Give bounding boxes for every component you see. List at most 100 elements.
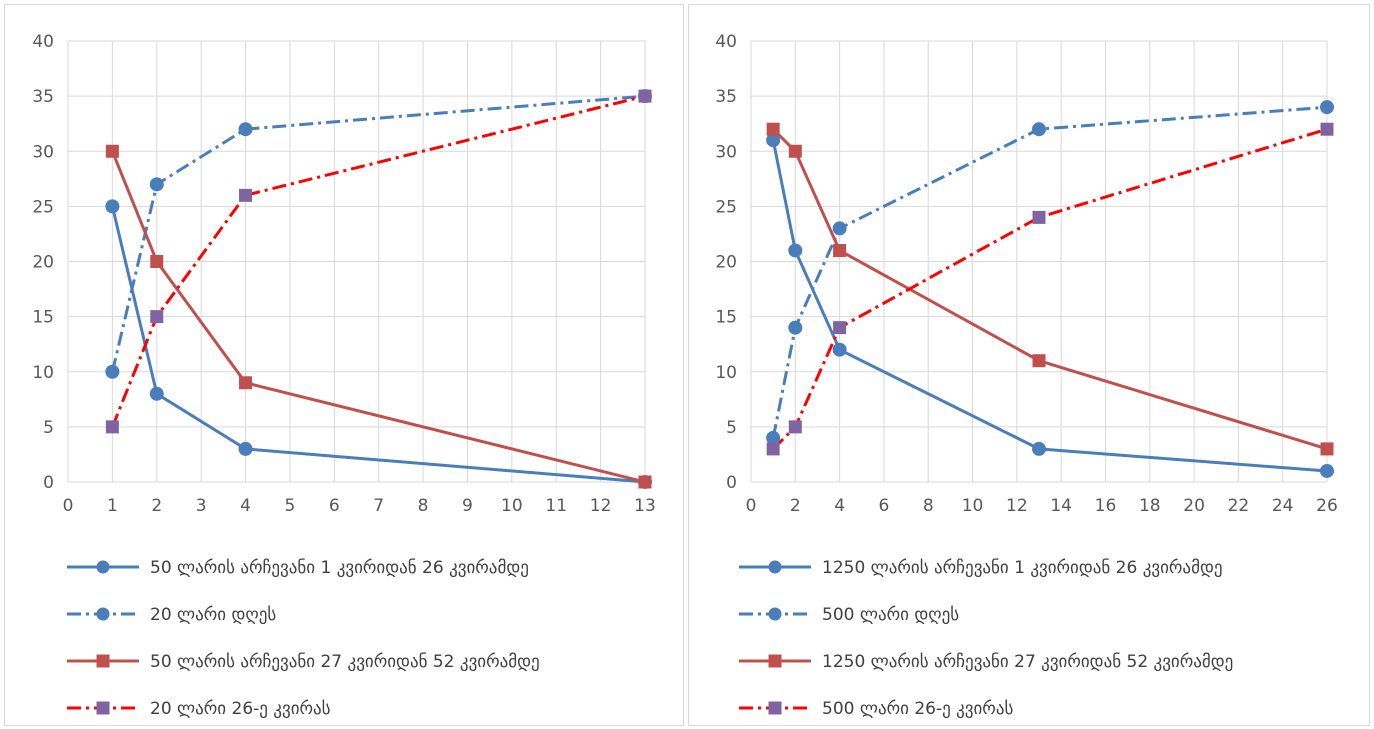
x-tick-label: 6: [329, 496, 340, 516]
y-tick-label: 5: [726, 418, 737, 438]
x-tick-label: 0: [746, 496, 757, 516]
legend-label-2: 500 ლარი დღეს: [822, 605, 959, 625]
series-line-3: [111, 150, 646, 484]
data-point-series-4: [1032, 210, 1046, 224]
x-tick-label: 10: [501, 496, 523, 516]
data-point-series-2: [149, 177, 164, 192]
x-tick-label: 8: [418, 496, 429, 516]
data-point-series-2: [238, 122, 253, 137]
data-point-series-3: [788, 144, 802, 158]
legend-marker-3: [96, 654, 110, 668]
data-point-series-4: [239, 188, 253, 202]
legend-label-4: 500 ლარი 26-ე კვირას: [822, 699, 1013, 719]
data-point-series-4: [150, 310, 164, 324]
data-point-series-1: [832, 342, 847, 357]
y-tick-label: 0: [43, 473, 54, 493]
legend-marker-1: [96, 560, 110, 574]
legend-label-1: 50 ლარის არჩევანი 1 კვირიდან 26 კვირამდე: [150, 558, 529, 578]
data-point-series-2: [788, 320, 803, 335]
series-line-2: [771, 105, 1328, 439]
data-point-series-3: [638, 475, 652, 489]
x-tick-label: 11: [545, 496, 567, 516]
y-tick-label: 25: [32, 197, 54, 217]
data-point-series-3: [766, 122, 780, 136]
x-tick-label: 26: [1316, 496, 1338, 516]
y-tick-label: 30: [715, 142, 737, 162]
y-tick-label: 20: [32, 253, 54, 273]
x-tick-label: 2: [151, 496, 162, 516]
data-point-series-3: [833, 243, 847, 257]
y-tick-label: 15: [715, 308, 737, 328]
data-point-series-4: [1320, 122, 1334, 136]
series-line-4: [111, 94, 646, 428]
legend-marker-2: [768, 607, 782, 621]
legend-label-3: 50 ლარის არჩევანი 27 კვირიდან 52 კვირამდ…: [150, 652, 540, 672]
data-point-series-1: [1320, 463, 1334, 478]
x-tick-label: 1: [107, 496, 118, 516]
x-tick-label: 13: [634, 496, 656, 516]
legend-marker-1: [768, 560, 782, 574]
x-tick-label: 4: [240, 496, 251, 516]
data-point-series-4: [833, 321, 847, 335]
data-point-series-2: [832, 221, 847, 236]
series-line-1: [110, 206, 646, 484]
y-tick-label: 35: [715, 87, 737, 107]
x-tick-label: 12: [1006, 496, 1028, 516]
x-tick-label: 18: [1139, 496, 1161, 516]
x-tick-label: 22: [1228, 496, 1250, 516]
data-point-series-1: [238, 441, 253, 456]
series-line-1: [771, 139, 1328, 473]
data-point-series-2: [1320, 100, 1334, 115]
series-line-4: [772, 127, 1328, 450]
data-point-series-2: [1032, 122, 1046, 137]
legend-marker-4: [768, 701, 782, 715]
data-point-series-4: [788, 420, 802, 434]
data-point-series-1: [788, 243, 803, 258]
legend-label-1: 1250 ლარის არჩევანი 1 კვირიდან 26 კვირამ…: [822, 558, 1223, 578]
x-tick-label: 14: [1050, 496, 1072, 516]
data-point-series-4: [638, 89, 652, 103]
x-tick-label: 20: [1183, 496, 1205, 516]
data-point-series-3: [150, 255, 164, 268]
y-tick-label: 20: [715, 253, 737, 273]
y-tick-label: 0: [726, 473, 737, 493]
data-point-series-1: [105, 199, 120, 214]
data-point-series-3: [1032, 354, 1046, 368]
data-point-series-3: [1320, 442, 1334, 456]
y-tick-label: 10: [715, 363, 737, 383]
x-tick-label: 7: [373, 496, 384, 516]
x-tick-label: 3: [196, 496, 207, 516]
y-tick-label: 30: [32, 142, 54, 162]
legend-label-3: 1250 ლარის არჩევანი 27 კვირიდან 52 კვირა…: [822, 652, 1233, 672]
x-tick-label: 10: [962, 496, 984, 516]
x-tick-label: 9: [462, 496, 473, 516]
x-tick-label: 12: [590, 496, 612, 516]
x-tick-label: 24: [1272, 496, 1294, 516]
x-tick-label: 8: [923, 496, 934, 516]
y-tick-label: 35: [32, 87, 54, 107]
series-line-3: [772, 128, 1328, 451]
y-tick-label: 5: [43, 418, 54, 438]
data-point-series-3: [239, 376, 253, 390]
data-point-series-1: [149, 386, 164, 401]
x-tick-label: 0: [63, 496, 74, 516]
legend-label-4: 20 ლარი 26-ე კვირას: [150, 699, 331, 719]
legend-label-2: 20 ლარი დღეს: [150, 605, 276, 625]
legend-marker-2: [96, 607, 110, 621]
x-tick-label: 2: [790, 496, 801, 516]
legend-marker-4: [96, 701, 110, 715]
x-tick-label: 16: [1095, 496, 1117, 516]
x-tick-label: 6: [879, 496, 890, 516]
chart-panel-left: 0 5 10 15 20 25 30 35 40 0 1 2 3 4 5 6 7 8 9 10 11 12 13 50 ლარ…: [4, 4, 684, 726]
series-line-2: [110, 94, 646, 373]
data-point-series-4: [105, 420, 119, 434]
y-tick-label: 15: [32, 308, 54, 328]
data-point-series-1: [1032, 441, 1046, 456]
x-tick-label: 5: [285, 496, 296, 516]
chart-panel-right: 0 5 10 15 20 25 30 35 40 0 2 4 6 8 10 12 14 16 18 20 22 24 26 1…: [688, 4, 1370, 726]
y-tick-label: 25: [715, 197, 737, 217]
data-point-series-3: [105, 144, 119, 158]
y-tick-label: 40: [715, 32, 737, 52]
